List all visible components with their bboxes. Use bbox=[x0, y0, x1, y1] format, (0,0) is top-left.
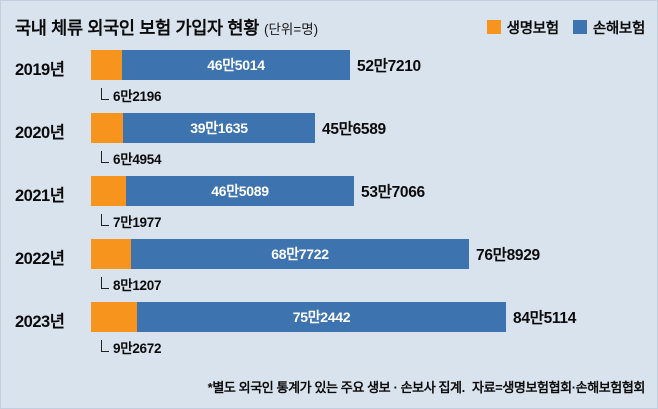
legend-swatch-nonlife-insurance bbox=[572, 20, 587, 34]
year-label: 2022년 bbox=[15, 250, 65, 268]
chart-area: 2019년 46만5014 52만7210 6만2196 2020년 39만1635 45만… bbox=[15, 45, 657, 360]
nonlife-value-label: 46만5014 bbox=[207, 57, 265, 73]
year-label: 2019년 bbox=[15, 61, 65, 79]
chart-row: 2019년 46만5014 52만7210 6만2196 bbox=[15, 45, 657, 108]
bar-segment-life-insurance bbox=[91, 50, 122, 80]
nonlife-value-label: 75만2442 bbox=[292, 309, 351, 325]
legend-swatch-life-insurance bbox=[486, 20, 501, 34]
footnote-note: *별도 외국인 통계가 있는 주요 생보 · 손보사 집계. bbox=[207, 380, 466, 395]
callout-connector-line bbox=[101, 340, 109, 352]
stacked-bar: 75만2442 84만5114 bbox=[91, 302, 576, 332]
footnote-source: 자료=생명보험협회·손해보험협회 bbox=[472, 380, 645, 395]
legend-label-life-insurance: 생명보험 bbox=[506, 20, 559, 37]
year-label: 2023년 bbox=[15, 313, 65, 331]
stacked-bar: 46만5014 52만7210 bbox=[91, 50, 421, 80]
life-value-label: 6만2196 bbox=[113, 89, 162, 104]
life-value-callout: 6만4954 bbox=[101, 145, 162, 167]
year-label: 2020년 bbox=[15, 124, 65, 142]
stacked-bar: 39만1635 45만6589 bbox=[91, 113, 386, 143]
total-value-label: 76만8929 bbox=[476, 247, 540, 264]
title-group: 국내 체류 외국인 보험 가입자 현황 (단위=명) bbox=[15, 15, 318, 40]
bar-segment-life-insurance bbox=[91, 239, 131, 269]
stacked-bar: 68만7722 76만8929 bbox=[91, 239, 540, 269]
bar-segment-life-insurance bbox=[91, 302, 137, 332]
legend-label-nonlife-insurance: 손해보험 bbox=[592, 20, 645, 37]
total-value-label: 53만7066 bbox=[361, 184, 425, 201]
life-value-callout: 7만1977 bbox=[101, 208, 162, 230]
total-value-label: 52만7210 bbox=[357, 58, 421, 75]
life-value-label: 6만4954 bbox=[113, 152, 162, 167]
total-value-label: 45만6589 bbox=[322, 121, 386, 138]
bar-segment-nonlife-insurance: 39만1635 bbox=[123, 113, 315, 143]
nonlife-value-label: 39만1635 bbox=[190, 120, 248, 136]
bar-segment-nonlife-insurance: 46만5089 bbox=[126, 176, 354, 206]
bar-segment-nonlife-insurance: 46만5014 bbox=[122, 50, 350, 80]
stacked-bar: 46만5089 53만7066 bbox=[91, 176, 425, 206]
legend: 생명보험 손해보험 bbox=[486, 17, 645, 38]
total-value-label: 84만5114 bbox=[513, 310, 577, 327]
life-value-callout: 6만2196 bbox=[101, 82, 162, 104]
bar-segment-nonlife-insurance: 68만7722 bbox=[131, 239, 469, 269]
callout-connector-line bbox=[101, 277, 109, 289]
footnote: *별도 외국인 통계가 있는 주요 생보 · 손보사 집계. 자료=생명보험협회… bbox=[1, 377, 646, 396]
chart-title: 국내 체류 외국인 보험 가입자 현황 bbox=[15, 18, 260, 38]
chart-header: 국내 체류 외국인 보험 가입자 현황 (단위=명) 생명보험 손해보험 bbox=[15, 15, 645, 41]
chart-row: 2021년 46만5089 53만7066 7만1977 bbox=[15, 171, 657, 234]
bar-segment-nonlife-insurance: 75만2442 bbox=[137, 302, 506, 332]
callout-connector-line bbox=[101, 214, 109, 226]
life-value-callout: 9만2672 bbox=[101, 334, 162, 356]
unit-label: (단위=명) bbox=[264, 22, 319, 37]
bar-segment-life-insurance bbox=[91, 113, 123, 143]
year-label: 2021년 bbox=[15, 187, 65, 205]
nonlife-value-label: 46만5089 bbox=[211, 183, 269, 199]
chart-row: 2023년 75만2442 84만5114 9만2672 bbox=[15, 297, 657, 360]
life-value-callout: 8만1207 bbox=[101, 271, 162, 293]
bar-segment-life-insurance bbox=[91, 176, 126, 206]
life-value-label: 7만1977 bbox=[113, 215, 162, 230]
callout-connector-line bbox=[101, 88, 109, 100]
chart-row: 2022년 68만7722 76만8929 8만1207 bbox=[15, 234, 657, 297]
life-value-label: 9만2672 bbox=[113, 341, 162, 356]
life-value-label: 8만1207 bbox=[113, 278, 162, 293]
chart-row: 2020년 39만1635 45만6589 6만4954 bbox=[15, 108, 657, 171]
callout-connector-line bbox=[101, 151, 109, 163]
nonlife-value-label: 68만7722 bbox=[271, 246, 329, 262]
